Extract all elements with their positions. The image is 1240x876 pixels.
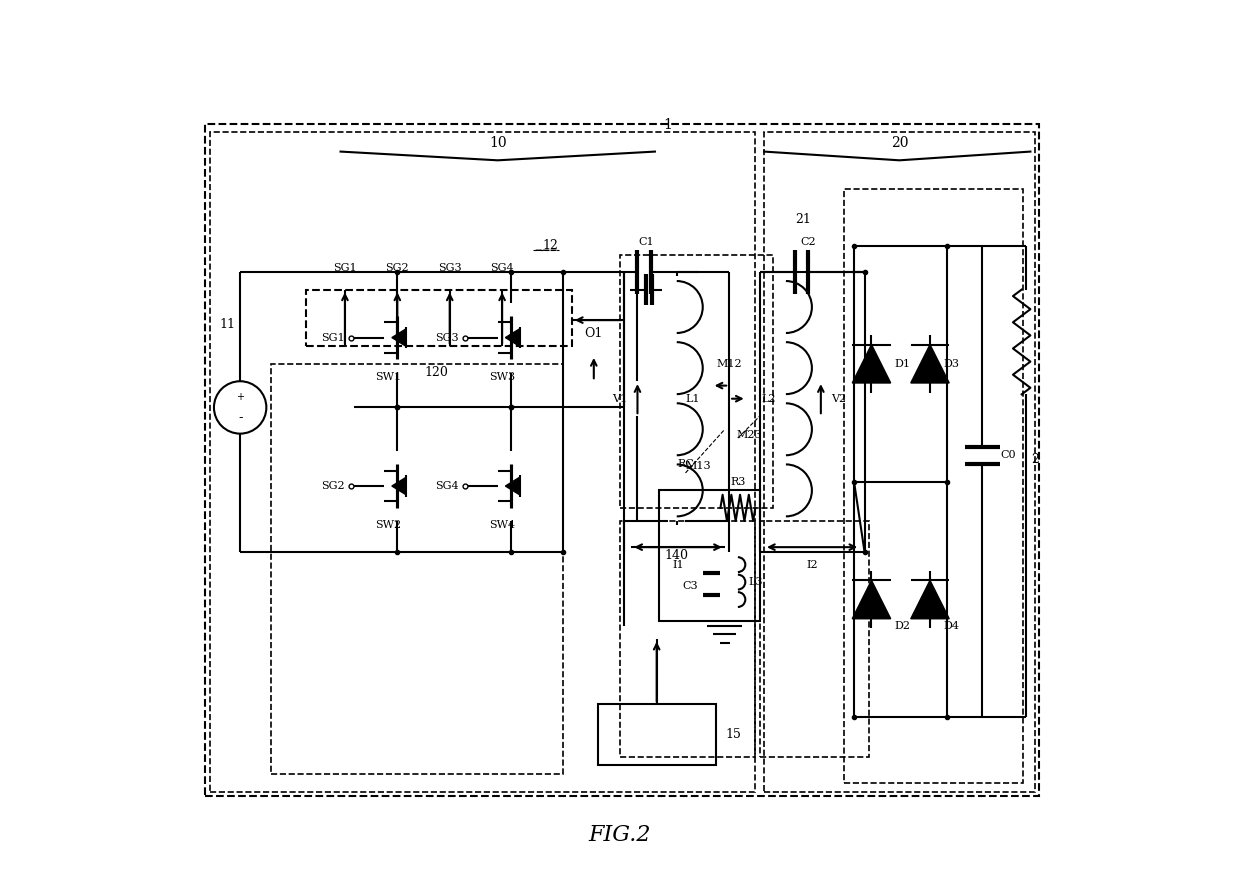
- Text: C1: C1: [639, 237, 653, 246]
- Text: I1: I1: [672, 560, 684, 569]
- Text: V1: V1: [613, 393, 627, 404]
- Polygon shape: [392, 477, 405, 495]
- Bar: [620, 521, 755, 757]
- Text: 10: 10: [489, 136, 507, 150]
- Text: SG4: SG4: [435, 481, 459, 491]
- Text: D1: D1: [894, 359, 910, 369]
- Text: D4: D4: [944, 621, 960, 631]
- Text: SG3: SG3: [435, 333, 459, 343]
- Bar: [760, 521, 869, 757]
- Text: 140: 140: [665, 549, 688, 562]
- Text: I2: I2: [806, 560, 818, 569]
- Text: 12: 12: [542, 239, 558, 252]
- Text: R3: R3: [730, 477, 745, 487]
- Text: L1: L1: [686, 393, 699, 404]
- Text: L2: L2: [761, 393, 776, 404]
- Bar: [844, 189, 1023, 783]
- Text: SG2: SG2: [321, 481, 345, 491]
- Bar: [270, 364, 563, 774]
- Text: +: +: [236, 392, 244, 402]
- Text: FIG.2: FIG.2: [589, 824, 651, 846]
- Text: M12: M12: [717, 359, 742, 369]
- Bar: [205, 124, 1039, 796]
- Text: RC: RC: [677, 459, 694, 470]
- Text: SW1: SW1: [376, 372, 402, 382]
- Text: O1: O1: [584, 327, 603, 340]
- Polygon shape: [852, 580, 890, 618]
- Text: SW4: SW4: [489, 520, 515, 530]
- Text: -: -: [238, 412, 242, 424]
- Text: V2: V2: [831, 393, 846, 404]
- Text: D3: D3: [944, 359, 960, 369]
- Text: 20: 20: [890, 136, 908, 150]
- Text: C0: C0: [1001, 450, 1017, 461]
- Text: C2: C2: [800, 237, 816, 246]
- Polygon shape: [911, 580, 949, 618]
- Text: SW2: SW2: [376, 520, 402, 530]
- Bar: [620, 255, 773, 508]
- Polygon shape: [911, 344, 949, 383]
- Polygon shape: [506, 328, 520, 346]
- Bar: [210, 132, 755, 792]
- Text: 1: 1: [663, 118, 672, 132]
- Text: SG2: SG2: [386, 263, 409, 272]
- Polygon shape: [392, 328, 405, 346]
- Text: M13: M13: [686, 461, 712, 471]
- Text: L3: L3: [748, 577, 763, 587]
- Polygon shape: [506, 477, 520, 495]
- Bar: [598, 704, 715, 766]
- Text: 11: 11: [219, 318, 236, 331]
- Text: SG1: SG1: [334, 263, 357, 272]
- Polygon shape: [852, 344, 890, 383]
- Text: 120: 120: [424, 366, 449, 379]
- Bar: [764, 132, 1035, 792]
- Bar: [660, 491, 760, 621]
- Text: M23: M23: [737, 430, 763, 441]
- Text: SG3: SG3: [438, 263, 461, 272]
- Text: 21: 21: [795, 213, 811, 226]
- Text: SW3: SW3: [489, 372, 515, 382]
- Text: 15: 15: [725, 729, 742, 741]
- Text: SG1: SG1: [321, 333, 345, 343]
- Bar: [305, 290, 572, 346]
- Text: 2: 2: [1030, 454, 1039, 466]
- Text: C3: C3: [682, 582, 698, 591]
- Text: SG4: SG4: [490, 263, 513, 272]
- Text: D2: D2: [894, 621, 910, 631]
